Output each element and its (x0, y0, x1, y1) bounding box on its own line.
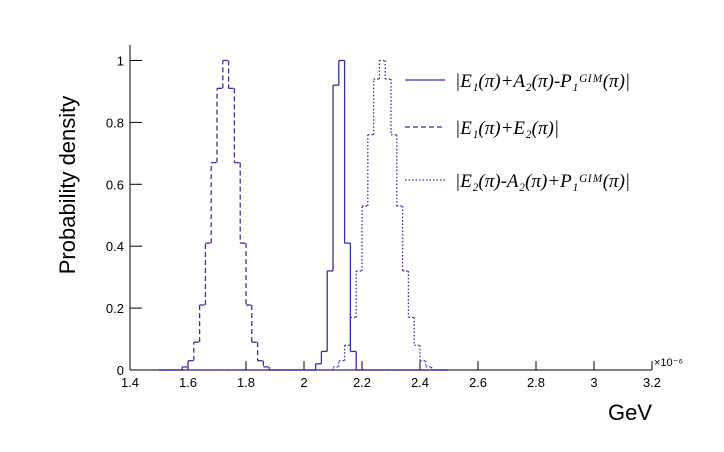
x-tick-label: 2.8 (527, 375, 545, 390)
legend-label: |E₁(π)+A₂(π)-P₁ᴳᴵᴹ(π)| (455, 71, 630, 92)
x-multiplier: ×10⁻⁶ (654, 357, 683, 369)
y-tick-label: 0.4 (106, 239, 124, 254)
x-tick-label: 3 (590, 375, 597, 390)
x-tick-label: 2.6 (469, 375, 487, 390)
y-tick-label: 0 (117, 363, 124, 378)
x-tick-label: 2.4 (411, 375, 429, 390)
x-tick-label: 3.2 (643, 375, 661, 390)
x-tick-label: 1.6 (179, 375, 197, 390)
x-tick-label: 2.2 (353, 375, 371, 390)
legend-label: |E₁(π)+E₂(π)| (455, 118, 559, 139)
x-tick-label: 1.4 (121, 375, 139, 390)
x-tick-label: 2 (300, 375, 307, 390)
y-axis-label: Probability density (55, 96, 80, 275)
y-tick-label: 0.8 (106, 115, 124, 130)
legend-label: |E₂(π)-A₂(π)+P₁ᴳᴵᴹ(π)| (455, 171, 630, 192)
y-tick-label: 0.2 (106, 301, 124, 316)
x-axis-label: GeV (608, 400, 652, 425)
x-tick-label: 1.8 (237, 375, 255, 390)
y-tick-label: 0.6 (106, 177, 124, 192)
y-tick-label: 1 (117, 53, 124, 68)
